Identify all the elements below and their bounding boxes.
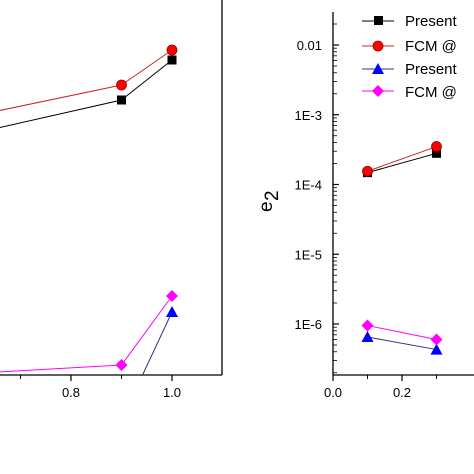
right-x-tick-label-0: 0.0 xyxy=(324,385,342,400)
right-series-line-s3 xyxy=(367,336,437,351)
legend-marker-diamond xyxy=(372,85,384,97)
legend-entry-0: Present xyxy=(362,13,458,30)
right-point-s3-1 xyxy=(430,343,443,355)
left-x-ticks xyxy=(20,375,173,381)
right-y-tick-label-2: 1E-4 xyxy=(295,178,322,193)
right-point-s1-1 xyxy=(432,148,441,158)
legend-marker-circle xyxy=(372,40,384,52)
left-point-s2-2 xyxy=(166,44,178,56)
left-point-s3-1 xyxy=(116,414,128,425)
left-point-s1-1 xyxy=(117,95,126,105)
legend-label-0: Present xyxy=(405,13,458,30)
legend-label-2: Present xyxy=(405,61,458,78)
y-axis-title-main: e xyxy=(256,201,277,212)
right-point-s2-0 xyxy=(362,165,373,177)
right-y-tick-label-0: 0.01 xyxy=(297,38,322,53)
legend-entry-2: Present xyxy=(362,61,458,78)
right-point-s2-1 xyxy=(431,141,442,152)
left-series-line-s3 xyxy=(141,311,173,375)
left-point-s1-2 xyxy=(167,55,177,65)
right-series-line-s4 xyxy=(367,325,437,340)
right-y-tick-label-4: 1E-6 xyxy=(295,317,322,332)
legend: Present FCM @ Present FCM @ xyxy=(362,13,458,101)
right-x-tick-label-1: 0.2 xyxy=(393,385,411,400)
right-point-s4-0 xyxy=(361,319,374,332)
y-axis-title-sub: 2 xyxy=(262,190,283,201)
legend-entry-1: FCM @ xyxy=(362,38,457,55)
left-series-line-s4 xyxy=(0,295,173,373)
legend-entry-3: FCM @ xyxy=(362,84,457,101)
right-point-s4-1 xyxy=(430,333,443,346)
right-y-ticks xyxy=(333,23,339,374)
right-series-line-s1 xyxy=(367,152,437,174)
y-axis-title: e 2 xyxy=(256,190,283,212)
left-point-s4-2 xyxy=(166,290,178,302)
legend-label-1: FCM @ xyxy=(405,38,457,55)
right-point-s3-0 xyxy=(361,331,374,343)
right-y-tick-label-3: 1E-5 xyxy=(295,247,322,262)
left-x-tick-label-1: 1.0 xyxy=(163,385,181,400)
left-chart: 0.8 1.0 ) xyxy=(0,0,223,471)
left-point-s4-1 xyxy=(115,359,128,371)
left-x-tick-label-0: 0.8 xyxy=(62,385,80,400)
left-plot-area xyxy=(0,44,178,425)
legend-label-3: FCM @ xyxy=(405,84,457,101)
left-point-s3-2 xyxy=(166,306,178,317)
left-series-line-s1 xyxy=(0,59,173,129)
left-series-line-s2 xyxy=(0,49,173,111)
right-chart: 0.01 1E-3 1E-4 1E-5 1E-6 0.0 0.2 e 2 Pre… xyxy=(256,12,474,400)
right-y-tick-label-1: 1E-3 xyxy=(295,108,322,123)
right-plot-area xyxy=(361,141,443,355)
legend-marker-square xyxy=(374,16,383,25)
right-x-ticks xyxy=(332,375,437,381)
left-point-s2-1 xyxy=(116,79,127,91)
right-series-line-s2 xyxy=(367,146,437,172)
legend-marker-triangle xyxy=(372,63,384,74)
